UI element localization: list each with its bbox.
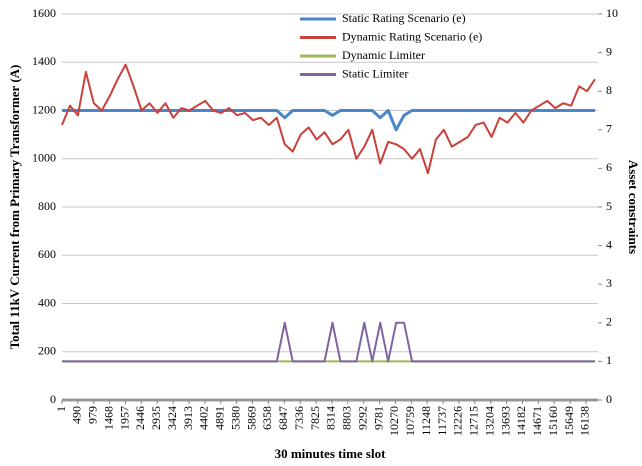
x-tick-label: 3913 bbox=[181, 406, 195, 430]
x-tick-label: 1 bbox=[54, 406, 68, 412]
y2-tick-label: 6 bbox=[606, 160, 612, 174]
x-tick-label: 2446 bbox=[133, 406, 147, 430]
x-tick-label: 15649 bbox=[562, 406, 576, 436]
x-tick-label: 490 bbox=[70, 406, 84, 424]
y-tick-label: 400 bbox=[38, 295, 56, 309]
y2-tick-label: 4 bbox=[606, 237, 612, 251]
x-tick-label: 6847 bbox=[276, 406, 290, 430]
y-tick-label: 0 bbox=[50, 392, 56, 406]
y2-tick-label: 9 bbox=[606, 44, 612, 58]
x-tick-label: 14182 bbox=[514, 406, 528, 436]
x-tick-label: 9781 bbox=[371, 406, 385, 430]
y-tick-label: 1600 bbox=[32, 6, 56, 20]
series-line bbox=[62, 109, 596, 132]
x-tick-label: 4891 bbox=[213, 406, 227, 430]
legend-label: Dynamic Limiter bbox=[342, 48, 425, 62]
y2-axis-title: Asset constraints bbox=[626, 160, 641, 254]
y-tick-label: 800 bbox=[38, 199, 56, 213]
x-tick-label: 7336 bbox=[292, 406, 306, 430]
x-tick-label: 11248 bbox=[419, 406, 433, 436]
x-tick-label: 12715 bbox=[467, 406, 481, 436]
y2-tick-label: 0 bbox=[606, 392, 612, 406]
y-tick-label: 200 bbox=[38, 344, 56, 358]
x-tick-label: 12226 bbox=[451, 406, 465, 436]
legend-label: Static Rating Scenario (e) bbox=[342, 11, 466, 25]
x-tick-label: 7825 bbox=[308, 406, 322, 430]
x-tick-label: 13204 bbox=[482, 406, 496, 436]
x-tick-label: 13693 bbox=[498, 406, 512, 436]
x-tick-label: 2935 bbox=[149, 406, 163, 430]
y-tick-label: 1400 bbox=[32, 54, 56, 68]
x-tick-label: 3424 bbox=[165, 406, 179, 430]
y-tick-label: 1000 bbox=[32, 151, 56, 165]
x-tick-label: 8314 bbox=[324, 406, 338, 430]
y-axis-title: Total 11kV Current from Primary Transfor… bbox=[7, 65, 22, 350]
y-tick-label: 600 bbox=[38, 247, 56, 261]
y2-tick-label: 3 bbox=[606, 276, 612, 290]
y2-tick-label: 1 bbox=[606, 353, 612, 367]
x-tick-label: 6358 bbox=[260, 406, 274, 430]
series-line bbox=[62, 321, 596, 363]
y-tick-label: 1200 bbox=[32, 102, 56, 116]
x-tick-label: 9292 bbox=[355, 406, 369, 430]
x-tick-label: 979 bbox=[86, 406, 100, 424]
x-tick-label: 15160 bbox=[546, 406, 560, 436]
x-tick-label: 5869 bbox=[244, 406, 258, 430]
x-tick-label: 1957 bbox=[117, 406, 131, 430]
x-tick-label: 11737 bbox=[435, 406, 449, 436]
y2-tick-label: 7 bbox=[606, 122, 612, 136]
x-tick-label: 16138 bbox=[578, 406, 592, 436]
x-tick-label: 14671 bbox=[530, 406, 544, 436]
y2-tick-label: 2 bbox=[606, 315, 612, 329]
x-tick-label: 10270 bbox=[387, 406, 401, 436]
x-axis-title: 30 minutes time slot bbox=[275, 446, 387, 461]
y2-tick-label: 10 bbox=[606, 6, 618, 20]
y2-tick-label: 5 bbox=[606, 199, 612, 213]
x-tick-label: 1468 bbox=[101, 406, 115, 430]
y2-tick-label: 8 bbox=[606, 83, 612, 97]
x-tick-label: 5380 bbox=[228, 406, 242, 430]
series-line bbox=[61, 63, 596, 175]
x-tick-label: 8803 bbox=[340, 406, 354, 430]
x-tick-label: 4402 bbox=[197, 406, 211, 430]
legend-label: Static Limiter bbox=[342, 66, 408, 80]
legend-label: Dynamic Rating Scenario (e) bbox=[342, 29, 482, 43]
x-tick-label: 10759 bbox=[403, 406, 417, 436]
